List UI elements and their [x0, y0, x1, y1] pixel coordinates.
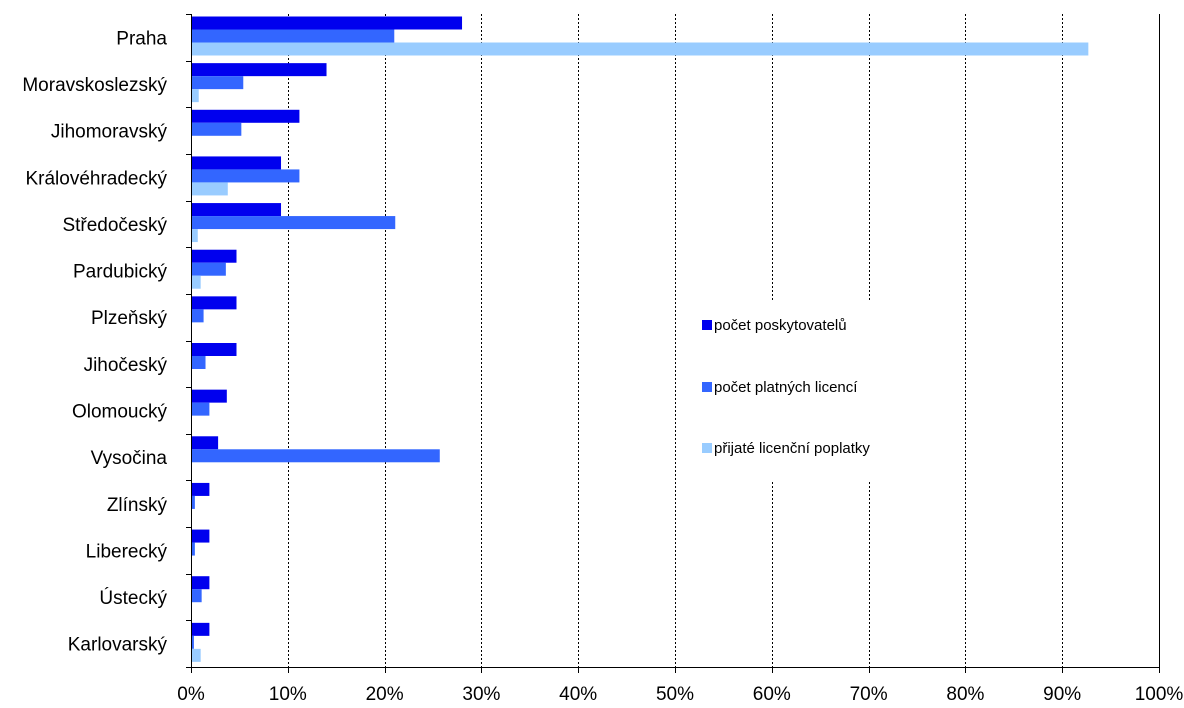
bar: [191, 635, 194, 649]
bar: [191, 216, 396, 230]
axes: [186, 14, 1160, 673]
category-label: Zlínský: [107, 495, 168, 516]
x-tick-label: 90%: [1043, 684, 1081, 705]
bar: [191, 529, 210, 543]
bar: [191, 109, 300, 123]
category-label: Ústecký: [99, 587, 167, 609]
bar: [191, 249, 237, 263]
bar: [191, 542, 195, 556]
bar: [191, 402, 210, 416]
x-tick-label: 80%: [946, 684, 984, 705]
bar: [191, 29, 395, 43]
x-tick-label: 20%: [366, 684, 404, 705]
bar: [191, 156, 282, 170]
bar: [191, 356, 206, 369]
x-tick-label: 10%: [269, 684, 307, 705]
legend-label: počet poskytovatelů: [714, 317, 847, 334]
bar: [191, 262, 226, 276]
category-label: Moravskoslezský: [22, 75, 167, 96]
x-tick-label: 30%: [462, 684, 500, 705]
x-tick-label: 70%: [850, 684, 888, 705]
category-label: Pardubický: [73, 262, 167, 283]
bar: [191, 622, 210, 636]
bar: [191, 648, 201, 662]
bar: [191, 89, 199, 103]
bar: [191, 436, 219, 450]
bar: [191, 309, 204, 323]
bar: [191, 229, 198, 243]
x-tick-label: 60%: [753, 684, 791, 705]
x-tick-label: 100%: [1135, 684, 1184, 705]
bar: [191, 449, 440, 463]
category-label: Středočeský: [62, 215, 167, 236]
bar: [191, 389, 227, 403]
legend-swatch: [702, 382, 712, 392]
bar: [191, 296, 237, 310]
bar: [191, 482, 210, 496]
bar: [191, 343, 237, 356]
bar: [191, 16, 463, 30]
bar: [191, 203, 282, 217]
category-label: Jihomoravský: [51, 122, 168, 143]
legend-swatch: [702, 443, 712, 453]
category-label: Karlovarský: [68, 635, 168, 656]
bar: [191, 576, 210, 590]
x-tick-label: 40%: [559, 684, 597, 705]
bar: [191, 63, 327, 77]
category-label: Plzeňský: [91, 308, 168, 329]
bar: [191, 42, 1089, 56]
bar: [191, 182, 228, 196]
x-tick-label: 50%: [656, 684, 694, 705]
bar: [191, 275, 201, 289]
legend-label: přijaté licenční poplatky: [714, 440, 870, 457]
bars: [191, 16, 1089, 662]
legend-label: počet platných licencí: [714, 379, 858, 396]
category-label: Praha: [116, 28, 167, 49]
category-label: Liberecký: [86, 541, 168, 562]
bar: [191, 589, 202, 603]
bar: [191, 169, 300, 183]
bar: [191, 495, 195, 509]
legend-swatch: [702, 320, 712, 330]
bar: [191, 76, 244, 90]
legend: počet poskytovatelů počet platných licenc…: [702, 317, 870, 457]
category-label: Olomoucký: [72, 401, 168, 422]
category-label: Vysočina: [91, 448, 168, 469]
x-tick-label: 0%: [177, 684, 205, 705]
legend-background: [676, 300, 916, 482]
gridlines: [288, 14, 1160, 667]
x-tick-labels: 0% 10% 20% 30% 40% 50% 60% 70% 80% 90% 100%: [177, 684, 1183, 705]
category-labels: Praha Moravskoslezský Jihomoravský Královéh…: [22, 28, 167, 655]
category-label: Jihočeský: [84, 355, 168, 376]
category-label: Královéhradecký: [25, 168, 167, 189]
bar: [191, 122, 242, 136]
